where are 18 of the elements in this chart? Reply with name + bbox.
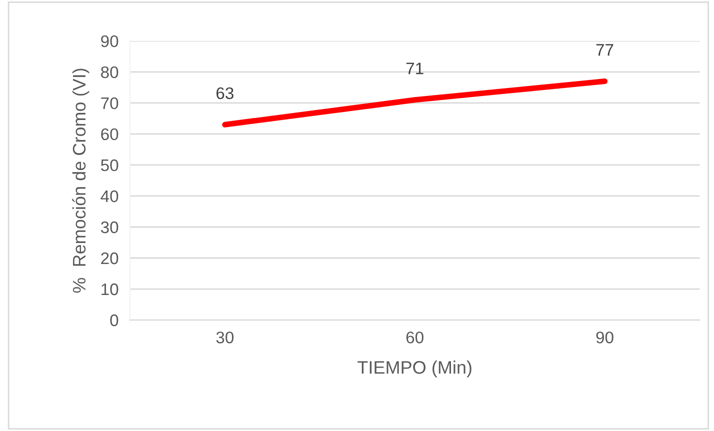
y-tick-label: 70 [101, 97, 118, 110]
x-axis-title: TIEMPO (Min) [358, 360, 472, 378]
data-label: 77 [596, 44, 614, 56]
data-label: 71 [406, 62, 424, 74]
y-tick-label: 0 [110, 314, 118, 326]
y-tick-label: 20 [101, 252, 118, 264]
y-tick-label: 30 [100, 221, 118, 234]
y-tick-label: 40 [100, 190, 118, 202]
x-tick-label: 90 [596, 332, 614, 344]
y-tick-label: 50 [100, 159, 118, 172]
y-tick-label: 90 [101, 35, 118, 48]
y-axis-title: % Remoción de Cromo (VI) [72, 68, 90, 293]
data-label: 63 [216, 87, 234, 100]
y-tick-label: 60 [101, 128, 118, 140]
x-tick-label: 60 [406, 332, 424, 344]
y-tick-label: 10 [102, 283, 118, 296]
y-tick-label: 80 [101, 66, 118, 78]
x-tick-label: 30 [216, 332, 234, 344]
